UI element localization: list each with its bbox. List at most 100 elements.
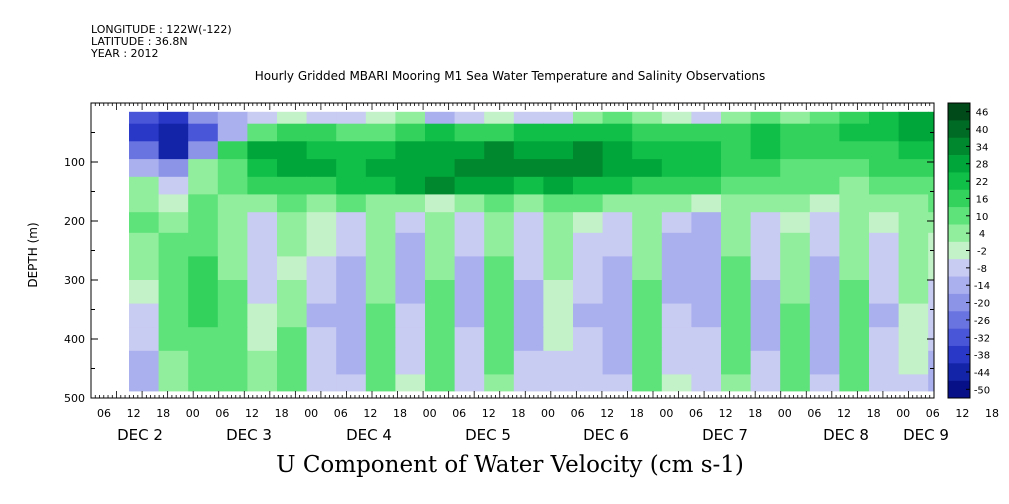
heatmap-cell xyxy=(721,212,752,234)
heatmap-cell xyxy=(247,374,278,392)
x-hour-label: 06 xyxy=(807,407,821,420)
heatmap-cell xyxy=(454,374,485,392)
heatmap-cell xyxy=(780,327,811,352)
heatmap-cell xyxy=(721,159,752,178)
colorbar-segment xyxy=(948,189,970,208)
heatmap-cell xyxy=(691,194,722,213)
heatmap-cell xyxy=(928,141,935,160)
heatmap-cell xyxy=(217,123,248,142)
heatmap-cell xyxy=(425,327,456,352)
heatmap-cell xyxy=(336,212,367,234)
colorbar-label: 16 xyxy=(976,194,989,205)
heatmap-cell xyxy=(129,327,160,352)
x-axis: 06 12 18 00 06 12 18 00 06 12 18 00 06 12 18 00 06 12 18 00… xyxy=(97,407,999,444)
heatmap-cell xyxy=(691,111,722,125)
x-hour-label: 18 xyxy=(867,407,881,420)
colorbar-label: -2 xyxy=(977,247,987,258)
x-day-label: DEC 9 xyxy=(903,426,949,444)
colorbar-label: 28 xyxy=(976,160,989,171)
heatmap-cell xyxy=(721,176,752,195)
heatmap-cell xyxy=(484,111,515,125)
x-hour-label: 18 xyxy=(985,407,999,420)
heatmap-cell xyxy=(217,141,248,160)
heatmap-cell xyxy=(839,159,870,178)
heatmap-cell xyxy=(632,176,663,195)
longitude-label: LONGITUDE : 122W(-122) xyxy=(91,23,232,36)
heatmap-cell xyxy=(158,123,189,142)
heatmap-cell xyxy=(661,212,692,234)
heatmap-cell xyxy=(839,374,870,392)
heatmap-cell xyxy=(632,232,663,257)
heatmap-cell xyxy=(869,256,900,281)
colorbar-label: 10 xyxy=(976,212,989,223)
heatmap-cell xyxy=(809,212,840,234)
heatmap-cell xyxy=(869,327,900,352)
heatmap-cell xyxy=(277,111,308,125)
x-axis-title: U Component of Water Velocity (cm s-1) xyxy=(276,452,744,478)
heatmap-cell xyxy=(543,159,574,178)
heatmap-cell xyxy=(158,212,189,234)
heatmap-cell xyxy=(454,141,485,160)
heatmap-cell xyxy=(869,212,900,234)
heatmap-cell xyxy=(898,159,929,178)
heatmap-cell xyxy=(217,111,248,125)
colorbar-segment xyxy=(948,155,970,173)
heatmap-cell xyxy=(395,141,426,160)
x-hour-label: 06 xyxy=(571,407,585,420)
heatmap-cell xyxy=(809,111,840,125)
heatmap-cell xyxy=(809,280,840,305)
heatmap-cell xyxy=(809,256,840,281)
heatmap-cell xyxy=(247,350,278,375)
heatmap-cell xyxy=(661,141,692,160)
heatmap-cell xyxy=(484,327,515,352)
heatmap-cell xyxy=(454,176,485,195)
heatmap-cell xyxy=(425,141,456,160)
heatmap-cell xyxy=(632,280,663,305)
x-hour-label: 00 xyxy=(896,407,910,420)
heatmap-cell xyxy=(277,327,308,352)
heatmap-cell xyxy=(484,123,515,142)
colorbar-segment xyxy=(948,345,970,364)
heatmap-cell xyxy=(158,111,189,125)
heatmap-cell xyxy=(750,280,781,305)
colorbar: 46 40 34 28 22 16 10 4 -2 -8 -14 -20 -26 -32 -38 -44 -50 xyxy=(947,102,990,399)
heatmap-cell xyxy=(661,374,692,392)
heatmap-cell xyxy=(869,280,900,305)
heatmap-cell xyxy=(928,159,935,178)
heatmap-cell xyxy=(277,159,308,178)
x-hour-label: 12 xyxy=(482,407,496,420)
x-hour-label: 18 xyxy=(156,407,170,420)
colorbar-segment xyxy=(948,241,970,260)
heatmap-cell xyxy=(513,194,544,213)
heatmap-cell xyxy=(602,280,633,305)
heatmap-cell xyxy=(306,327,337,352)
heatmap-cell xyxy=(454,232,485,257)
heatmap-cell xyxy=(277,194,308,213)
heatmap-cell xyxy=(425,176,456,195)
heatmap-cell xyxy=(158,327,189,352)
heatmap-cell xyxy=(839,212,870,234)
colorbar-segment xyxy=(948,172,970,191)
heatmap-cell xyxy=(306,256,337,281)
heatmap-cell xyxy=(129,374,160,392)
heatmap-cell xyxy=(425,303,456,328)
heatmap-cell xyxy=(395,212,426,234)
colorbar-segment xyxy=(948,224,970,243)
heatmap-cell xyxy=(602,374,633,392)
heatmap-cell xyxy=(750,159,781,178)
x-hour-label: 12 xyxy=(837,407,851,420)
heatmap-cell xyxy=(809,350,840,375)
y-axis: 100 200 300 400 500 xyxy=(64,102,934,405)
heatmap-cell xyxy=(484,350,515,375)
heatmap-cell xyxy=(809,303,840,328)
heatmap-cell xyxy=(661,256,692,281)
heatmap-cell xyxy=(602,123,633,142)
heatmap-cell xyxy=(365,327,396,352)
heatmap-cell xyxy=(247,194,278,213)
heatmap-cell xyxy=(809,141,840,160)
heatmap-cell xyxy=(839,303,870,328)
heatmap-cell xyxy=(454,303,485,328)
heatmap-cell xyxy=(513,141,544,160)
heatmap-cell xyxy=(928,374,935,392)
heatmap-cell xyxy=(336,123,367,142)
